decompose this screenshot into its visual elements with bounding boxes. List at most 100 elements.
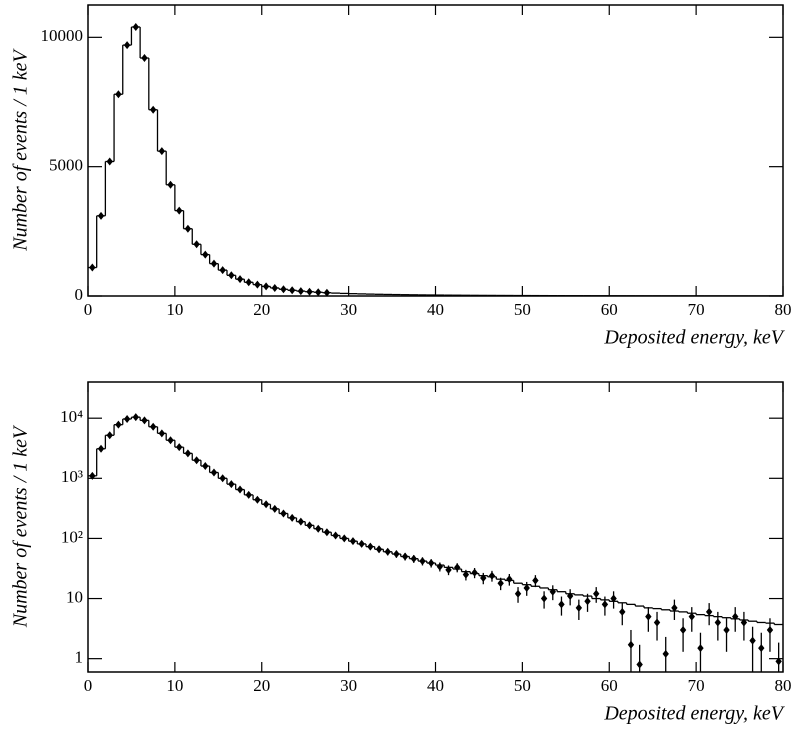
data-point [480,573,487,582]
data-point [627,640,635,649]
data-point [575,603,583,612]
data-point [436,562,444,571]
data-point [262,282,270,291]
data-point [245,278,252,287]
x-tick-label: 20 [253,676,270,695]
y-tick-label: 10⁴ [60,407,83,426]
data-point [106,157,113,166]
x-tick-label: 80 [775,300,792,319]
data-point [115,420,122,429]
data-point [549,587,556,596]
data-point [401,552,409,561]
x-tick-label: 80 [775,676,792,695]
x-tick-label: 0 [84,676,93,695]
data-point [176,206,183,215]
data-point [445,565,452,574]
data-point [132,22,139,31]
x-tick-label: 40 [427,676,444,695]
data-point [358,539,365,548]
data-point [662,649,669,658]
data-point [471,568,478,577]
data-point [523,583,530,592]
data-point [167,436,174,445]
x-tick-label: 50 [514,676,531,695]
x-tick-label: 60 [601,676,618,695]
data-point [158,429,166,438]
data-point [671,603,678,612]
y-tick-label: 10000 [41,26,84,45]
data-point [610,594,617,603]
data-point [584,597,591,606]
x-tick-label: 40 [427,300,444,319]
data-point [593,589,600,598]
data-point [141,416,148,425]
data-point [288,513,296,522]
data-point [619,607,626,616]
data-point [506,575,513,584]
x-tick-label: 20 [253,300,270,319]
data-point [123,414,131,423]
data-point [228,271,235,280]
data-point [497,579,504,588]
x-tick-label: 30 [340,676,357,695]
plot-area [88,22,783,296]
data-point [688,612,695,621]
data-point [315,288,322,296]
data-point [184,449,192,458]
data-point [288,286,296,295]
y-axis-title: Number of events / 1 keV [10,424,32,628]
data-point [254,495,261,504]
data-point [193,240,200,249]
data-point [210,468,218,477]
y-tick-label: 10 [66,587,83,606]
x-tick-label: 70 [688,676,705,695]
data-point [723,625,730,634]
data-point [766,625,774,634]
data-point [341,534,348,543]
data-point [454,563,461,572]
data-point [367,542,374,551]
data-point [97,444,105,453]
data-point [149,422,157,431]
data-point [115,90,122,99]
x-tick-label: 50 [514,300,531,319]
data-point [97,211,105,220]
data-point [262,500,270,509]
y-tick-label: 10³ [61,467,83,486]
data-point [280,285,287,294]
data-point [210,259,218,268]
data-point [697,644,704,653]
data-point [775,657,782,666]
data-point [141,54,148,63]
y-tick-label: 5000 [49,156,83,175]
x-tick-label: 10 [166,676,183,695]
data-point [89,471,96,480]
data-point [410,554,417,563]
data-point [384,547,391,556]
y-axis-title: Number of events / 1 keV [10,47,32,251]
x-tick-label: 30 [340,300,357,319]
data-point [749,636,756,645]
data-point [245,490,252,499]
x-tick-label: 60 [601,300,618,319]
data-point [315,524,322,533]
data-point [158,147,166,156]
data-point [462,570,470,579]
data-point [653,618,661,627]
data-point [228,480,235,489]
data-point [488,571,496,580]
data-point [271,283,278,292]
data-point [236,275,244,284]
data-point [758,644,765,653]
data-point [740,618,748,627]
data-point [202,462,209,471]
data-point [332,531,339,540]
data-point [167,180,174,189]
x-axis-title: Deposited energy, keV [603,327,785,349]
data-point [393,550,400,559]
plot-frame [87,4,784,297]
data-point [714,618,722,627]
data-point [540,594,548,603]
data-point [601,600,609,609]
data-point [514,589,522,598]
